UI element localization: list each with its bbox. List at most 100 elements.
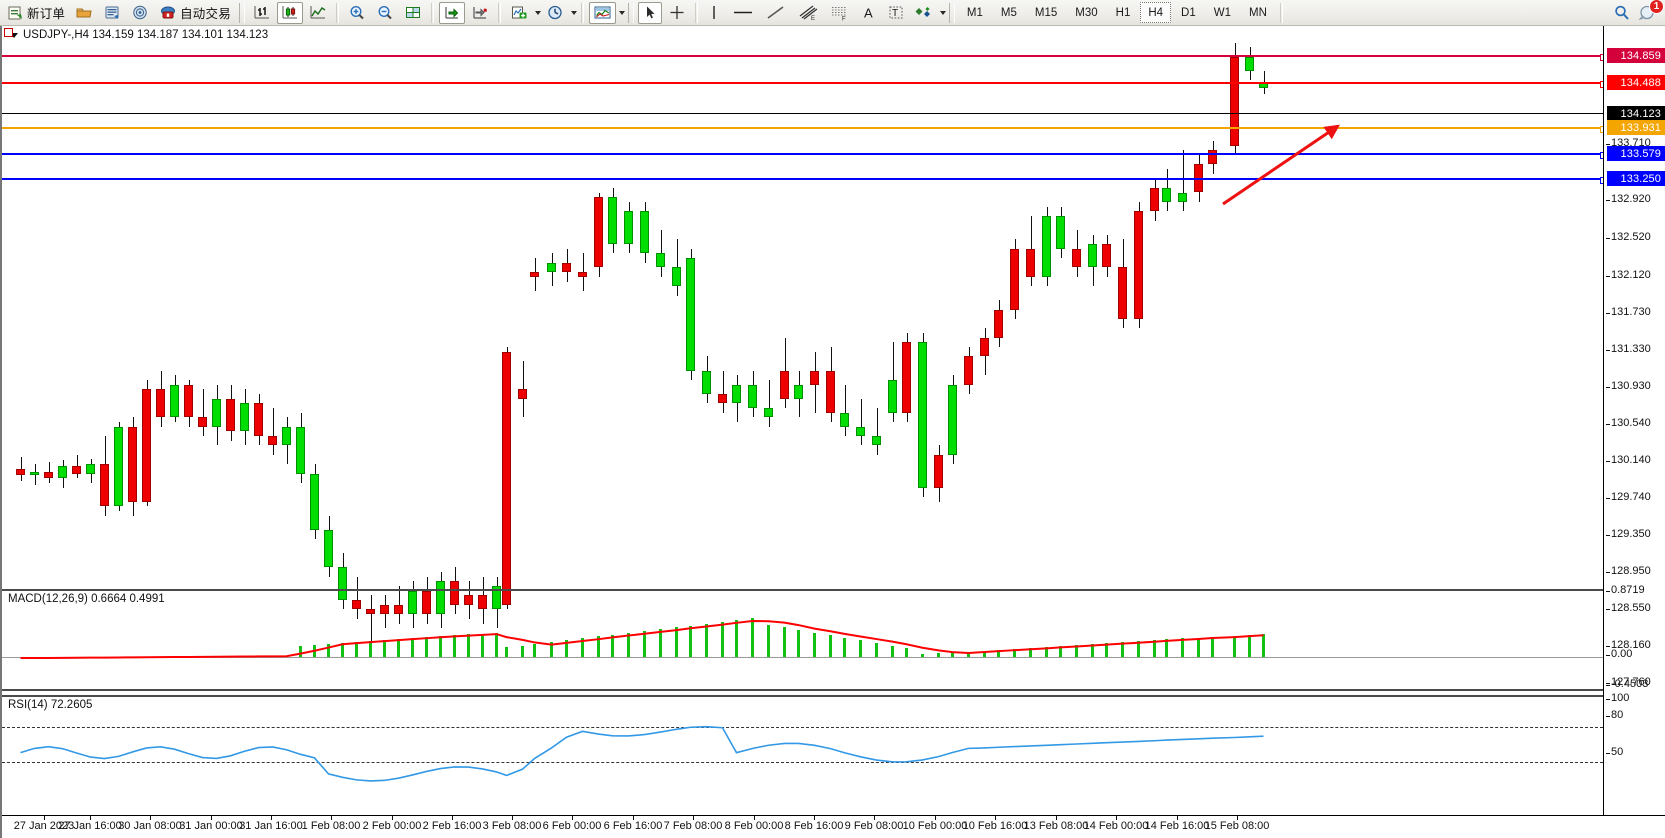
time-label: 8 Feb 16:00 [784, 820, 844, 832]
time-tick [211, 816, 212, 820]
timeframe-mn[interactable]: MN [1249, 6, 1267, 19]
time-tick [452, 816, 453, 820]
level-handle[interactable] [1600, 125, 1603, 133]
level-handle[interactable] [1600, 151, 1603, 159]
toolbar-grip[interactable] [238, 2, 245, 23]
new-order-button[interactable]: 新订单 [3, 2, 69, 24]
macd-histogram-bar [659, 629, 662, 657]
fibonacci-button[interactable]: F [825, 2, 855, 24]
line-chart-icon [310, 6, 326, 19]
candle-body [980, 337, 989, 357]
timeframe-m15[interactable]: M15 [1034, 6, 1058, 19]
macd-histogram-bar [951, 652, 954, 657]
chart-header: USDJPY-,H4 134.159 134.187 134.101 134.1… [10, 29, 268, 41]
zoom-out-button[interactable] [372, 2, 398, 24]
timeframe-m30[interactable]: M30 [1075, 6, 1098, 19]
time-tick [633, 816, 634, 820]
zoom-in-button[interactable] [344, 2, 370, 24]
templates-button[interactable] [588, 1, 616, 24]
price-tick: 129.740 [1606, 491, 1651, 503]
notification-button[interactable]: 1 [1637, 0, 1664, 24]
timeframe-m1[interactable]: M1 [966, 6, 983, 19]
time-axis[interactable]: 27 Jan 2023 27 Jan 16:00 30 Jan 08:00 31 Ja… [2, 815, 1665, 838]
time-tick [1056, 816, 1057, 820]
indicators-button[interactable] [506, 2, 532, 24]
svg-text:F: F [842, 17, 846, 22]
timeframe-h4[interactable]: H4 [1140, 2, 1172, 23]
indicators-dropdown-caret[interactable] [534, 10, 541, 15]
support-level-upper-tag[interactable]: 133.579 [1607, 146, 1665, 161]
candle-body [686, 258, 695, 371]
price-scale[interactable]: 134.859 134.488 134.123 133.931 133.579 133.2… [1603, 26, 1665, 816]
objects-dropdown-caret[interactable] [939, 10, 946, 15]
equidistant-channel-button[interactable]: E [793, 2, 823, 24]
take-profit-level-upper[interactable] [2, 53, 1603, 61]
candle-body [478, 595, 487, 610]
resistance-level-tag[interactable]: 134.488 [1607, 75, 1665, 90]
chart-canvas[interactable]: USDJPY-,H4 134.159 134.187 134.101 134.1… [0, 26, 1665, 838]
data-window-button[interactable] [127, 2, 153, 24]
macd-histogram-bar [1105, 643, 1108, 657]
new-order-label: 新订单 [27, 7, 66, 21]
autotrading-button[interactable]: 自动交易 [155, 2, 235, 24]
timeframe-h1[interactable]: H1 [1115, 6, 1131, 19]
resistance-level[interactable] [2, 80, 1603, 88]
text-button[interactable]: A [857, 2, 881, 24]
candle-wick [522, 361, 524, 418]
timeframe-d1[interactable]: D1 [1181, 6, 1196, 19]
support-level-lower-tag[interactable]: 133.250 [1607, 171, 1665, 186]
time-tick [271, 816, 272, 820]
auto-scroll-button[interactable] [438, 1, 465, 24]
templates-dropdown-caret[interactable] [618, 10, 625, 15]
macd-histogram-bar [397, 638, 400, 657]
tile-windows-button[interactable] [400, 2, 426, 24]
period-button[interactable] [542, 2, 568, 24]
macd-signal-line [20, 619, 1264, 660]
market-watch-button[interactable] [99, 2, 125, 24]
market-watch-icon [105, 6, 119, 19]
timeframe-m5[interactable]: M5 [1000, 6, 1017, 19]
toolbar-grip-3[interactable] [948, 2, 955, 23]
candle-body [872, 436, 881, 446]
candle-body [44, 471, 53, 479]
support-level-lower[interactable] [2, 176, 1603, 184]
search-button[interactable] [1608, 2, 1636, 24]
horizontal-line-button[interactable] [727, 2, 759, 24]
grid-icon [405, 7, 420, 18]
candlestick-chart-button[interactable] [276, 1, 303, 24]
vertical-line-button[interactable] [703, 2, 725, 24]
candle-body [530, 272, 539, 277]
uptrend-arrow[interactable] [2, 26, 1603, 585]
text-label-button[interactable]: T [883, 2, 909, 24]
period-dropdown-caret[interactable] [570, 10, 577, 15]
current-price-level[interactable] [2, 113, 1603, 114]
level-handle[interactable] [1600, 176, 1603, 184]
profiles-button[interactable] [71, 2, 97, 24]
macd-histogram-bar [439, 635, 442, 657]
support-level-upper[interactable] [2, 151, 1603, 159]
candle-body [732, 384, 741, 404]
entry-level-tag[interactable]: 133.931 [1607, 120, 1665, 135]
timeframe-w1[interactable]: W1 [1213, 6, 1231, 19]
crosshair-button[interactable] [664, 2, 690, 24]
macd-histogram-bar [1091, 644, 1094, 657]
time-label: 14 Feb 00:00 [1083, 820, 1149, 832]
level-handle[interactable] [1600, 53, 1603, 61]
chart-collapse-caret[interactable] [10, 32, 18, 38]
chart-shift-button[interactable] [467, 2, 493, 24]
macd-scale-label: -0.4503 [1605, 678, 1649, 690]
entry-level[interactable] [2, 125, 1603, 133]
current-price-level-tag[interactable]: 134.123 [1607, 106, 1665, 121]
trendline-button[interactable] [761, 2, 791, 24]
macd-histogram-bar [875, 642, 878, 657]
level-handle[interactable] [1600, 80, 1603, 88]
line-chart-button[interactable] [305, 2, 331, 24]
take-profit-level-upper-tag[interactable]: 134.859 [1607, 48, 1665, 63]
bar-chart-button[interactable] [249, 2, 275, 24]
objects-button[interactable] [911, 2, 937, 24]
cursor-button[interactable] [637, 1, 662, 24]
price-pane [2, 26, 1603, 647]
time-tick [512, 816, 513, 820]
candle-wick [860, 398, 862, 446]
toolbar-grip-2[interactable] [627, 2, 634, 23]
